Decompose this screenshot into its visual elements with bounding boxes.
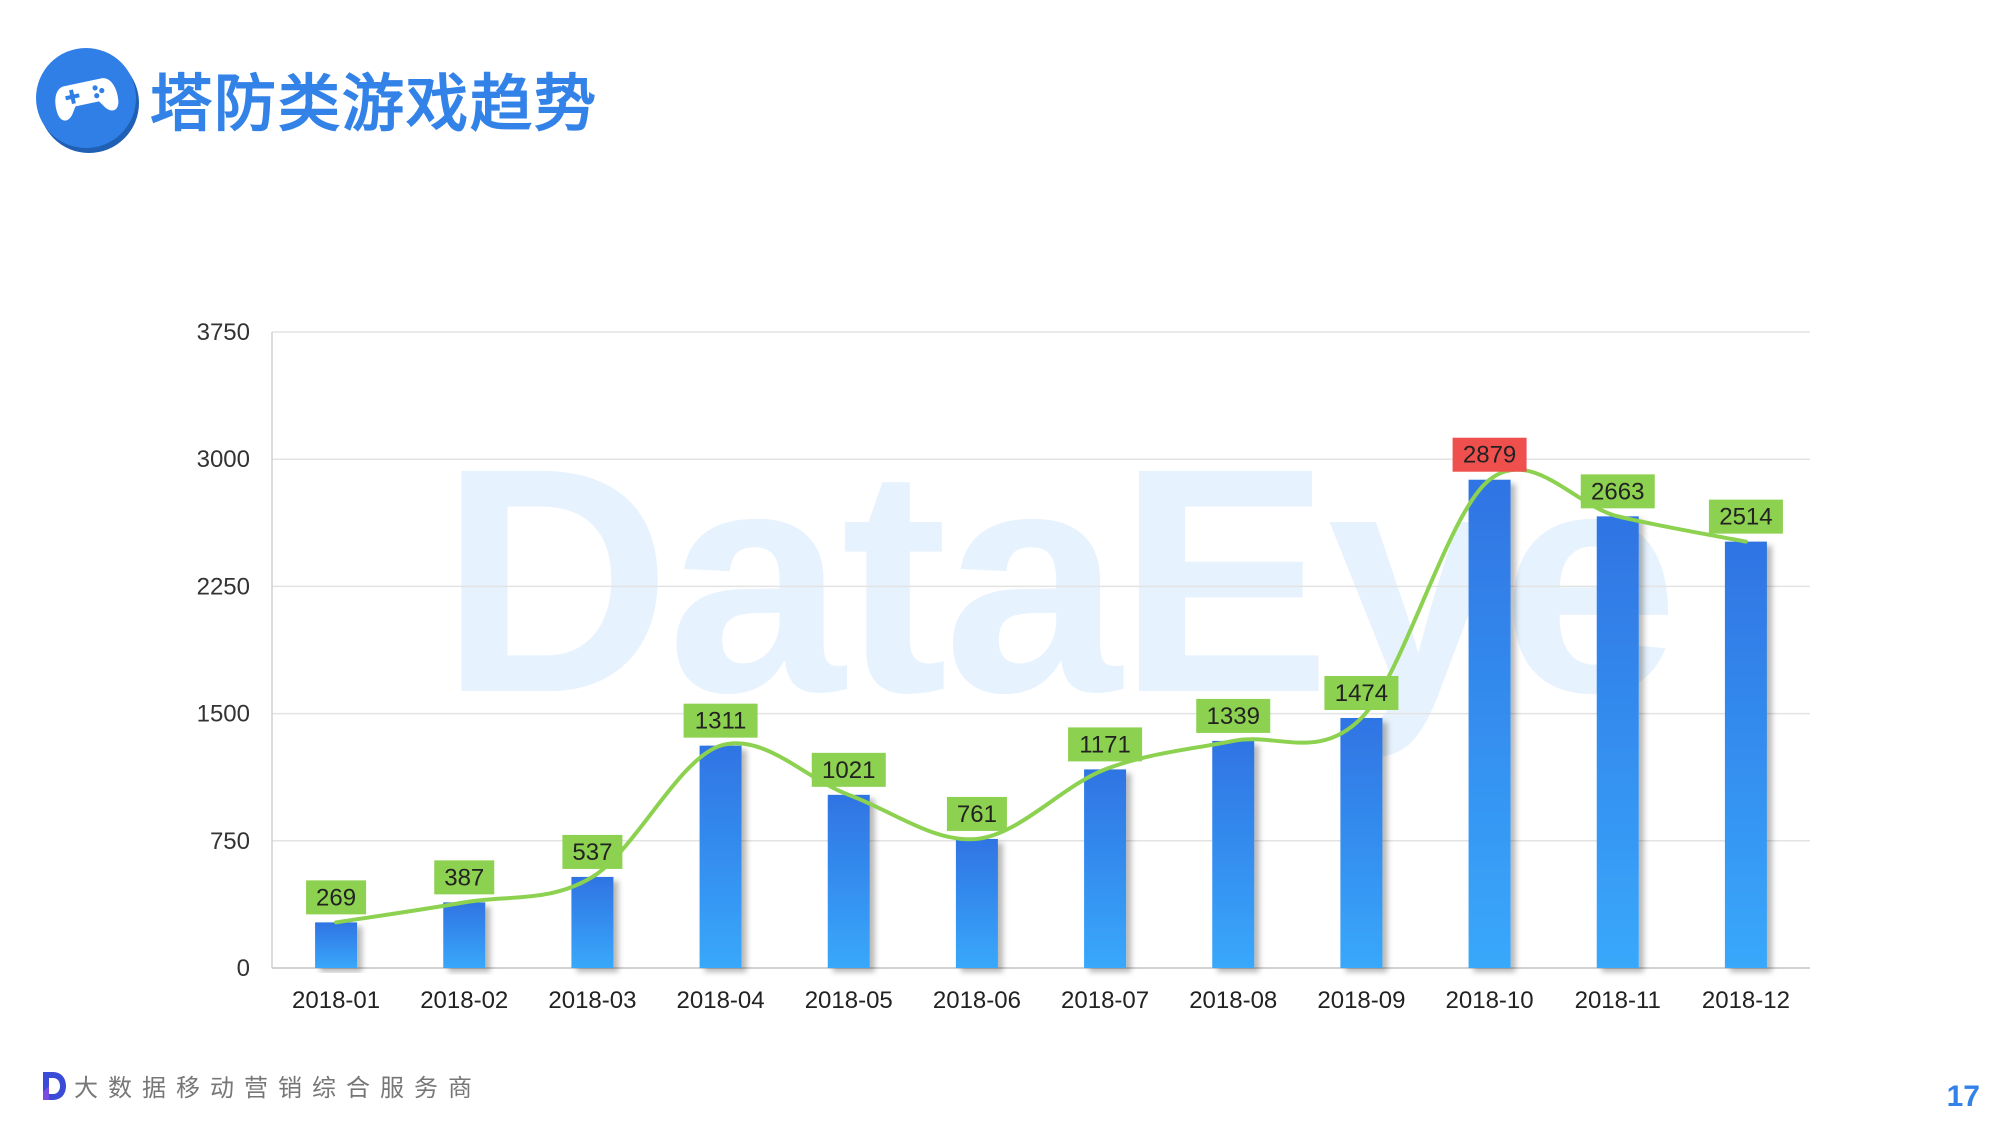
x-tick-label: 2018-04 bbox=[677, 987, 765, 1014]
data-label-box bbox=[1708, 499, 1783, 534]
header: 塔防类游戏趋势 bbox=[36, 48, 598, 148]
data-label-box bbox=[1452, 437, 1527, 472]
bar bbox=[1084, 769, 1127, 968]
data-label: 761 bbox=[957, 801, 997, 828]
bar bbox=[1724, 541, 1767, 968]
bar bbox=[1468, 479, 1511, 968]
bar bbox=[443, 902, 486, 968]
data-label: 2879 bbox=[1463, 442, 1516, 469]
data-label-box bbox=[811, 752, 886, 787]
data-label: 2663 bbox=[1591, 478, 1644, 505]
gamepad-icon bbox=[36, 48, 136, 148]
x-tick-label: 2018-02 bbox=[420, 987, 508, 1014]
data-label-box bbox=[562, 834, 623, 869]
data-label: 1474 bbox=[1335, 680, 1388, 707]
page-title: 塔防类游戏趋势 bbox=[150, 67, 599, 140]
y-tick-label: 750 bbox=[210, 828, 250, 855]
y-tick-label: 2250 bbox=[197, 573, 250, 600]
x-tick-label: 2018-10 bbox=[1446, 987, 1534, 1014]
bar bbox=[955, 838, 998, 968]
data-label-box bbox=[1068, 727, 1143, 762]
bar bbox=[1212, 740, 1255, 968]
x-tick-label: 2018-06 bbox=[933, 987, 1021, 1014]
data-label-box bbox=[1196, 698, 1271, 733]
page-number: 17 bbox=[1946, 1080, 1980, 1113]
x-tick-label: 2018-11 bbox=[1575, 987, 1661, 1014]
bar bbox=[1340, 718, 1383, 968]
data-label: 269 bbox=[316, 884, 356, 911]
y-tick-label: 0 bbox=[237, 955, 250, 982]
data-label-box bbox=[946, 796, 1007, 831]
data-label: 2514 bbox=[1719, 504, 1772, 531]
y-tick-label: 3750 bbox=[197, 319, 250, 346]
x-tick-label: 2018-01 bbox=[292, 987, 380, 1014]
x-tick-label: 2018-08 bbox=[1189, 987, 1277, 1014]
x-tick-label: 2018-03 bbox=[548, 987, 636, 1014]
data-label-box bbox=[1580, 474, 1655, 509]
bar bbox=[827, 794, 870, 968]
data-label-box bbox=[306, 880, 367, 915]
y-tick-label: 1500 bbox=[197, 701, 250, 728]
x-tick-label: 2018-07 bbox=[1061, 987, 1149, 1014]
data-label: 1311 bbox=[695, 708, 747, 735]
bar bbox=[571, 876, 614, 968]
x-tick-label: 2018-12 bbox=[1702, 987, 1790, 1014]
data-label: 537 bbox=[572, 839, 612, 866]
y-tick-label: 3000 bbox=[197, 446, 250, 473]
bar bbox=[1596, 516, 1639, 968]
data-label: 1339 bbox=[1207, 703, 1260, 730]
bar bbox=[315, 922, 358, 968]
dataeye-logo-icon bbox=[43, 1071, 66, 1100]
bar bbox=[699, 745, 742, 968]
footer-tagline: 大数据移动营销综合服务商 bbox=[74, 1074, 482, 1102]
trend-line bbox=[334, 467, 1748, 925]
x-tick-label: 2018-05 bbox=[805, 987, 893, 1014]
data-label: 1021 bbox=[822, 757, 875, 784]
data-label-box bbox=[683, 703, 758, 738]
footer: 大数据移动营销综合服务商 bbox=[40, 1068, 482, 1103]
data-label-box bbox=[1324, 676, 1399, 711]
data-label: 1171 bbox=[1079, 731, 1131, 758]
x-tick-label: 2018-09 bbox=[1317, 987, 1405, 1014]
data-label: 387 bbox=[444, 864, 484, 891]
data-label-box bbox=[434, 860, 495, 895]
